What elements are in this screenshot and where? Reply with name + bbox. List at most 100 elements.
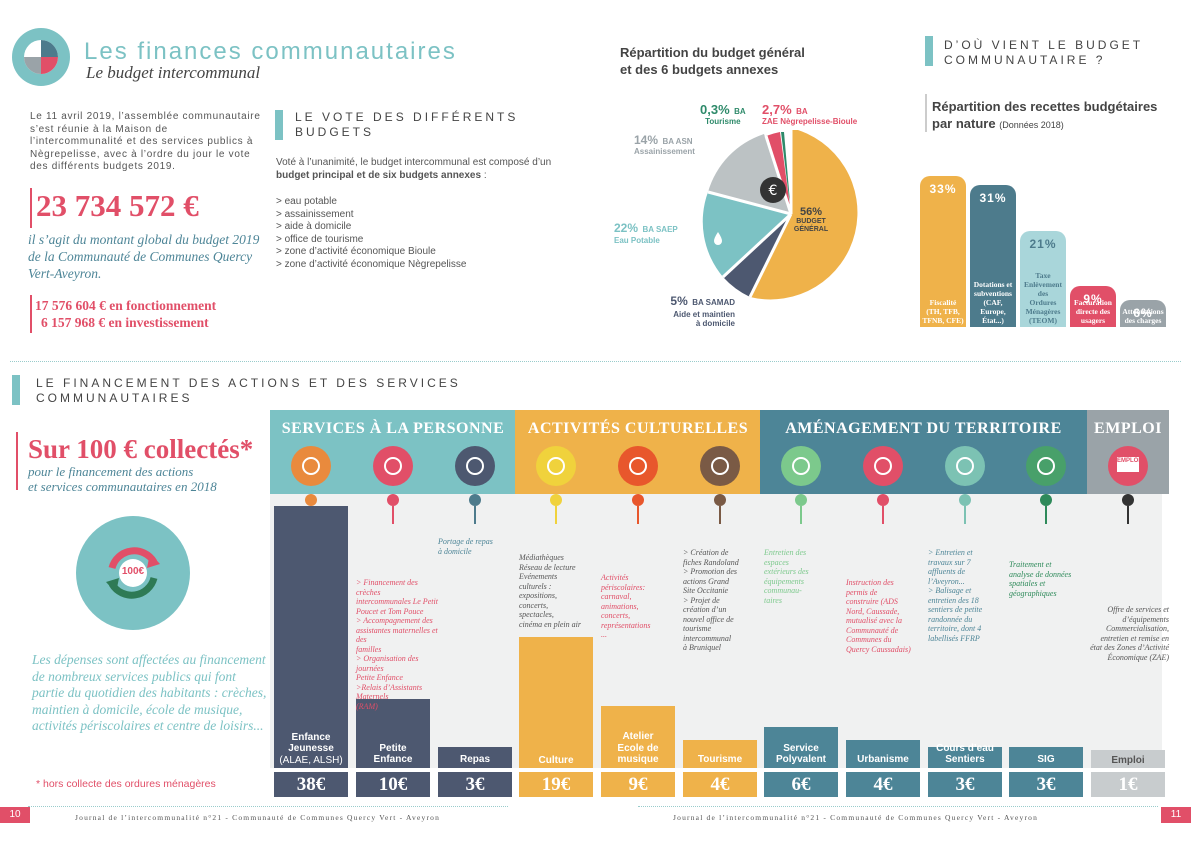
connector-dot (550, 494, 562, 506)
financement-section-marker (12, 375, 20, 405)
bar-annotation-line: familles (356, 644, 382, 654)
bar-category-label: Culture (519, 755, 593, 767)
chart-bar: Culture (519, 637, 593, 768)
bar-annotation-line: (RAM) (356, 701, 378, 711)
bar-annotation-line: tourisme (683, 624, 711, 633)
recettes-bar-label-line: des charges (1124, 316, 1162, 325)
bar-value-label: 3€ (928, 772, 1002, 797)
bar-annotation-line: espaces (764, 557, 789, 567)
connector-dot (632, 494, 644, 506)
bar-annotation: > Entretien et travaux sur 7 affluents de l… (928, 548, 1012, 643)
depenses-description: Les dépenses sont affectées au financeme… (32, 652, 267, 733)
recettes-bar-label: Dotations et subventions (CAF, Europe, État… (970, 280, 1016, 325)
hundred-euro-label: 100€ (121, 566, 145, 577)
bar-annotation-line: à domicile (438, 546, 472, 556)
map-icon (1026, 446, 1066, 486)
bar-annotation-line: randonnée du (928, 614, 973, 624)
recettes-bar-label-line: Fiscalité (929, 298, 957, 307)
recettes-section-title-l1: D’OÙ VIENT LE BUDGET (944, 38, 1144, 52)
bar-annotation-line: d’équipements (1122, 614, 1169, 624)
connector-dot (305, 494, 317, 506)
pie-chart-icon (24, 40, 58, 74)
bar-annotation-line: > Financement des crèches (356, 578, 418, 597)
bar-annotation-line: ... (601, 630, 607, 639)
connector-line (964, 506, 966, 524)
fonctionnement-box (30, 295, 32, 333)
bar-value-label: 6€ (764, 772, 838, 797)
recettes-bar: 33% Fiscalité (TH, TFB, TFNB, CFE) (920, 176, 966, 327)
glasses-icon (536, 446, 576, 486)
bar-category-line: Sentiers (945, 754, 985, 766)
connector-dot (795, 494, 807, 506)
connector-dot (1040, 494, 1052, 506)
bar-annotation-line: nouvel office de (683, 614, 734, 624)
bar-annotation-line: Instruction des (846, 578, 894, 587)
collecte-sub-l1: pour le financement des actions (28, 464, 194, 479)
bar-category-line: Service (783, 742, 819, 754)
chart-bar: Atelier Ecole de musique (601, 705, 675, 768)
bar-annotation-line: assistantes maternelles et des (356, 625, 438, 645)
bar-value-label: 4€ (683, 772, 757, 797)
bar-annotation-line: Entretien des (764, 548, 807, 557)
bar-annotation-line: spectacles, (519, 610, 554, 619)
bar-annotation-line: affluents de (928, 567, 966, 576)
group-header-title: AMÉNAGEMENT DU TERRITOIRE (785, 420, 1062, 437)
connector-dot (877, 494, 889, 506)
bar-category-line: Cours d’eau (936, 742, 994, 754)
recettes-bar-pct: 6% (1133, 305, 1153, 320)
recettes-bar: 21% Taxe Enlèvement des Ordures Ménagères (TEO… (1020, 231, 1066, 327)
recettes-bar-label-line: des (1037, 289, 1049, 298)
bar-category-label: Cours d’eau Sentiers (928, 743, 1002, 766)
recettes-title-l1: Répartition des recettes budgétaires (932, 99, 1158, 114)
icon-glyph (792, 457, 810, 475)
budget-annexe-item: > aide à domicile (276, 221, 352, 232)
pie-title-l2: et des 6 budgets annexes (620, 62, 779, 77)
bar-category-line: Emploi (1111, 754, 1145, 766)
connector-line (719, 506, 721, 524)
bar-annotation-line: état des Zones d’Activité (1090, 643, 1169, 652)
bar-annotation-line: représentations (601, 620, 651, 630)
pie-label-budget-general: 56% BUDGET GÉNÉRAL (793, 206, 829, 233)
financement-section-title-l1: LE FINANCEMENT DES ACTIONS ET DES SERVIC… (36, 376, 461, 390)
budget-annexe-item: > assainissement (276, 208, 354, 220)
recettes-bar-chart: 33% Fiscalité (TH, TFB, TFNB, CFE) 31% Dotati… (918, 150, 1168, 327)
eye-icon (618, 446, 658, 486)
recettes-bar-label-line: (TH, TFB, (926, 307, 960, 316)
page-subtitle: Le budget intercommunal (86, 63, 261, 82)
bar-category-line: Urbanisme (857, 754, 909, 766)
chart-bar: Emploi (1091, 750, 1165, 768)
recycle-icon (781, 446, 821, 486)
bar-annotation: Offre de services et d’équipements Commerc… (1075, 605, 1169, 662)
bar-value-label: 3€ (1009, 772, 1083, 797)
icon-glyph (629, 457, 647, 475)
bar-annotation-line: géographiques (1009, 588, 1057, 598)
recettes-section-marker (925, 36, 933, 66)
bar-annotation: Médiathèques Réseau de lecture Evénements c… (519, 553, 603, 629)
bar-annotation-line: Poucet et Tom Pouce (356, 606, 424, 616)
bar-category-label: Enfance Jeunesse (ALAE, ALSH) (274, 732, 348, 767)
fonctionnement-amount: 17 576 604 € en fonctionnement (35, 298, 217, 313)
bar-category-label: SIG (1009, 754, 1083, 766)
bar-annotation-line: intercommunal (683, 633, 732, 643)
bar-category-label: Urbanisme (846, 754, 920, 766)
bar-annotation-line: territoire, dont 4 (928, 624, 982, 633)
bar-category-label: Repas (438, 754, 512, 766)
recettes-bar-label-line: (TEOM) (1029, 316, 1057, 325)
connector-line (392, 506, 394, 524)
recettes-bar-pct: 21% (1029, 237, 1057, 251)
collecte-headline: Sur 100 € collectés* (28, 434, 254, 464)
bar-category-line: Enfance (291, 731, 331, 743)
bar-category-line: (ALAE, ALSH) (279, 754, 343, 766)
emploi-icon-text: EMPLOI (1117, 457, 1140, 472)
recettes-bar-label-line: Atténuations (1122, 307, 1164, 316)
pie-slice-tourisme (781, 131, 791, 214)
bar-annotation: Traitement et analyse de données spatiales… (1009, 560, 1093, 598)
bar-value-label: 1€ (1091, 772, 1165, 797)
connector-line (800, 506, 802, 524)
bar-category-label: Petite Enfance (356, 743, 430, 766)
icon-glyph (711, 457, 729, 475)
bar-annotation-line: expositions, (519, 591, 557, 600)
bar-annotation-line: > Entretien et (928, 548, 973, 557)
recettes-bar-pct: 31% (979, 191, 1007, 206)
icon-glyph (384, 457, 402, 475)
